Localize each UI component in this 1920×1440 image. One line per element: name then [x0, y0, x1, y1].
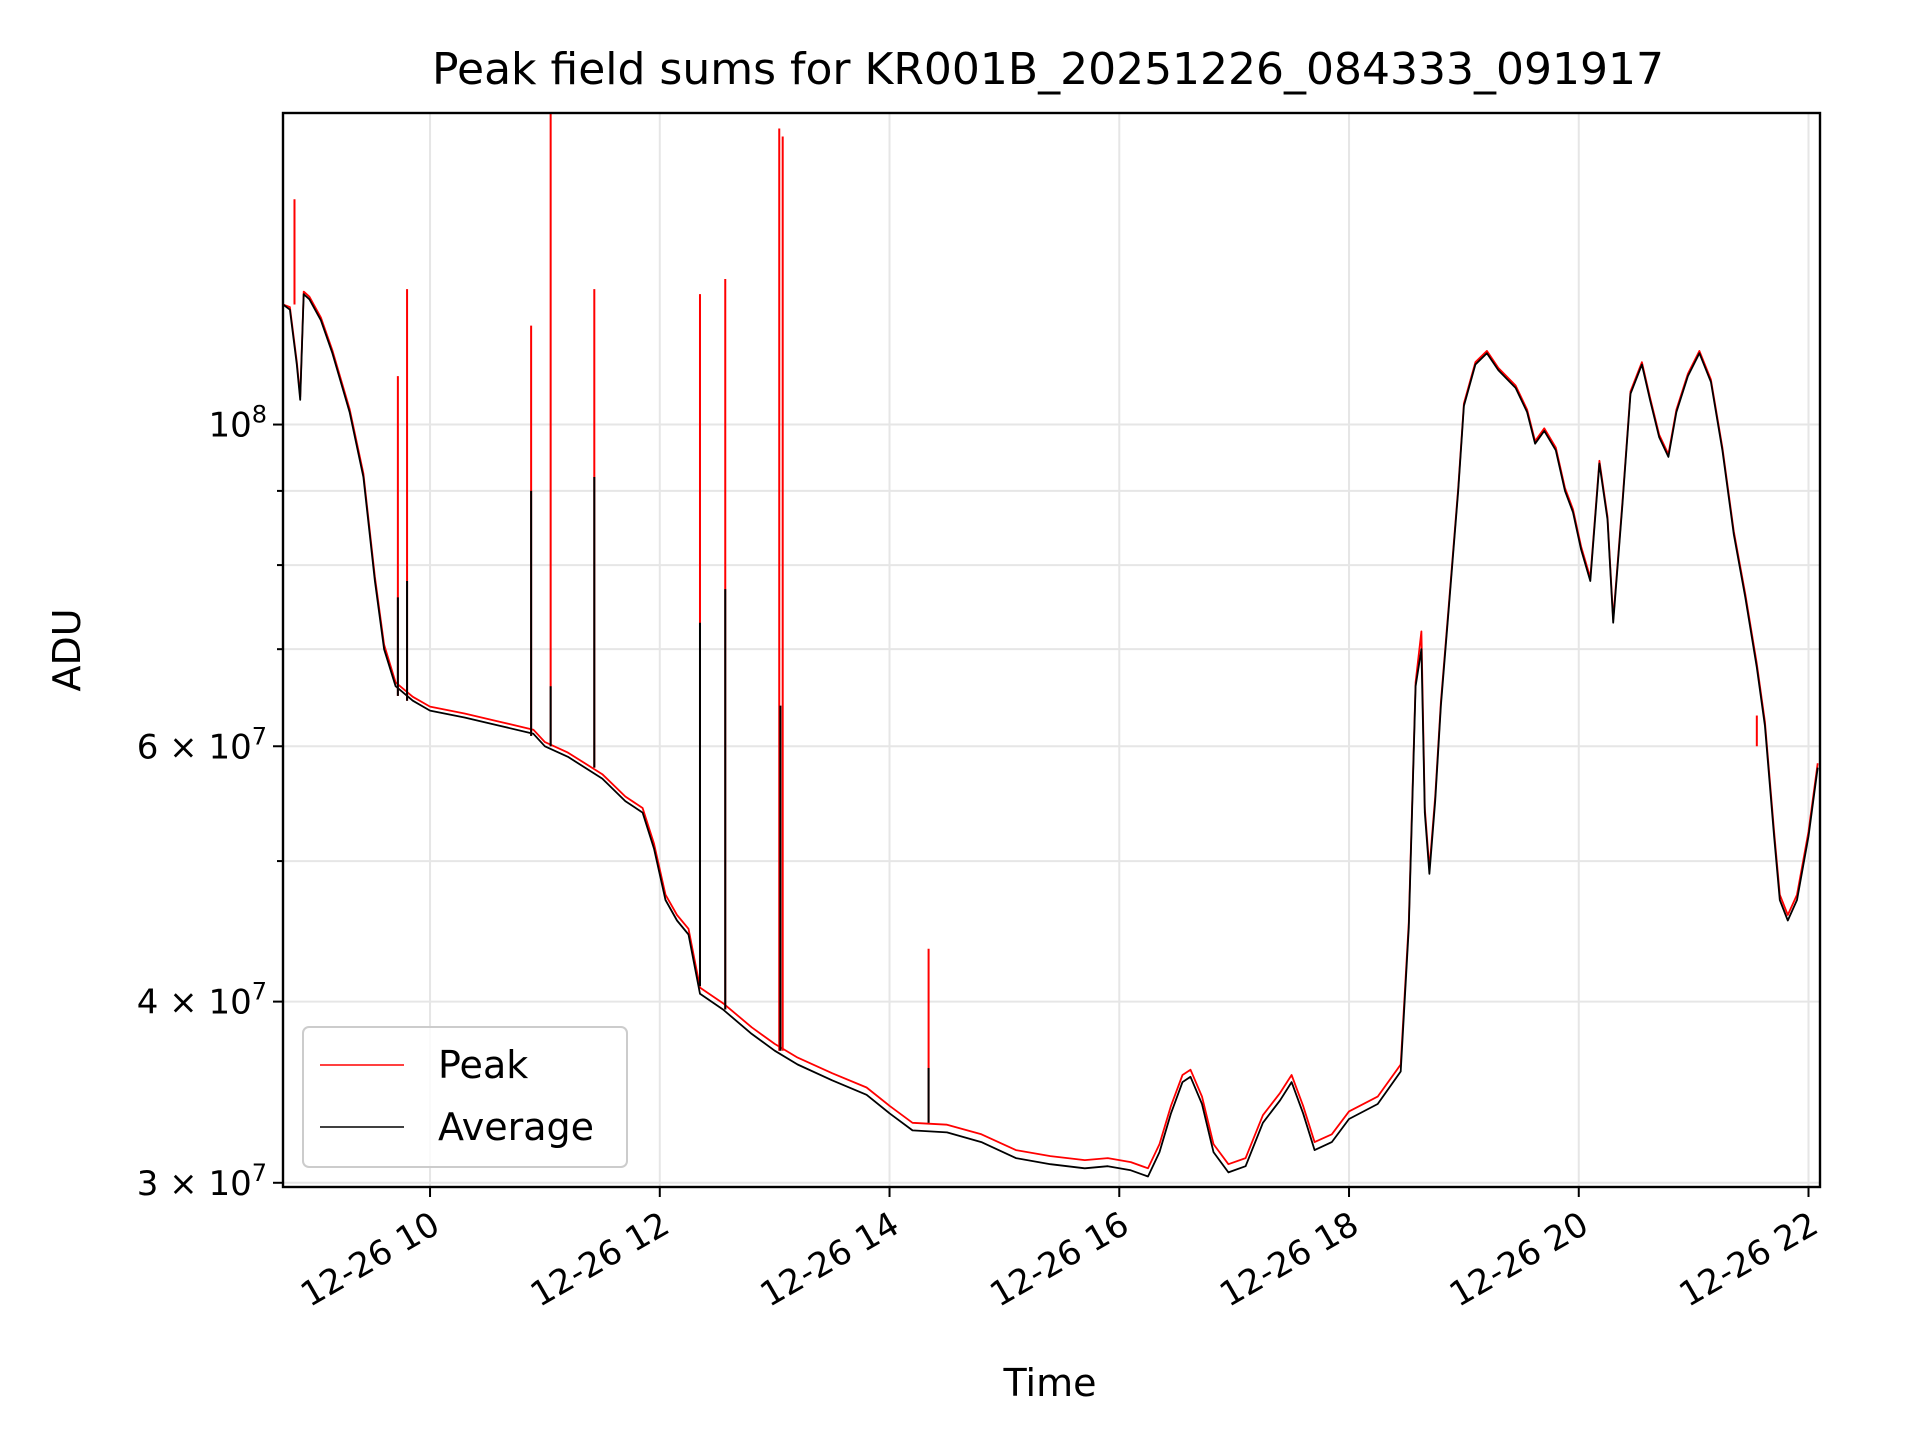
legend: Peak Average	[302, 1026, 628, 1168]
plot-series	[283, 113, 1819, 1178]
legend-average-label: Average	[438, 1105, 594, 1149]
y-tick-label: 3 × 107	[137, 1159, 267, 1204]
legend-box	[302, 1026, 628, 1168]
y-tick-label: 6 × 107	[137, 722, 267, 767]
chart-title: Peak field sums for KR001B_20251226_0843…	[432, 44, 1664, 95]
legend-peak-label: Peak	[438, 1043, 528, 1087]
series-line-average	[283, 293, 1819, 1178]
x-axis-label: Time	[1003, 1361, 1097, 1405]
y-axis-label: ADU	[45, 608, 89, 691]
y-tick-label: 4 × 107	[137, 978, 267, 1023]
grid	[283, 113, 1820, 1187]
y-tick-label: 108	[208, 401, 267, 446]
